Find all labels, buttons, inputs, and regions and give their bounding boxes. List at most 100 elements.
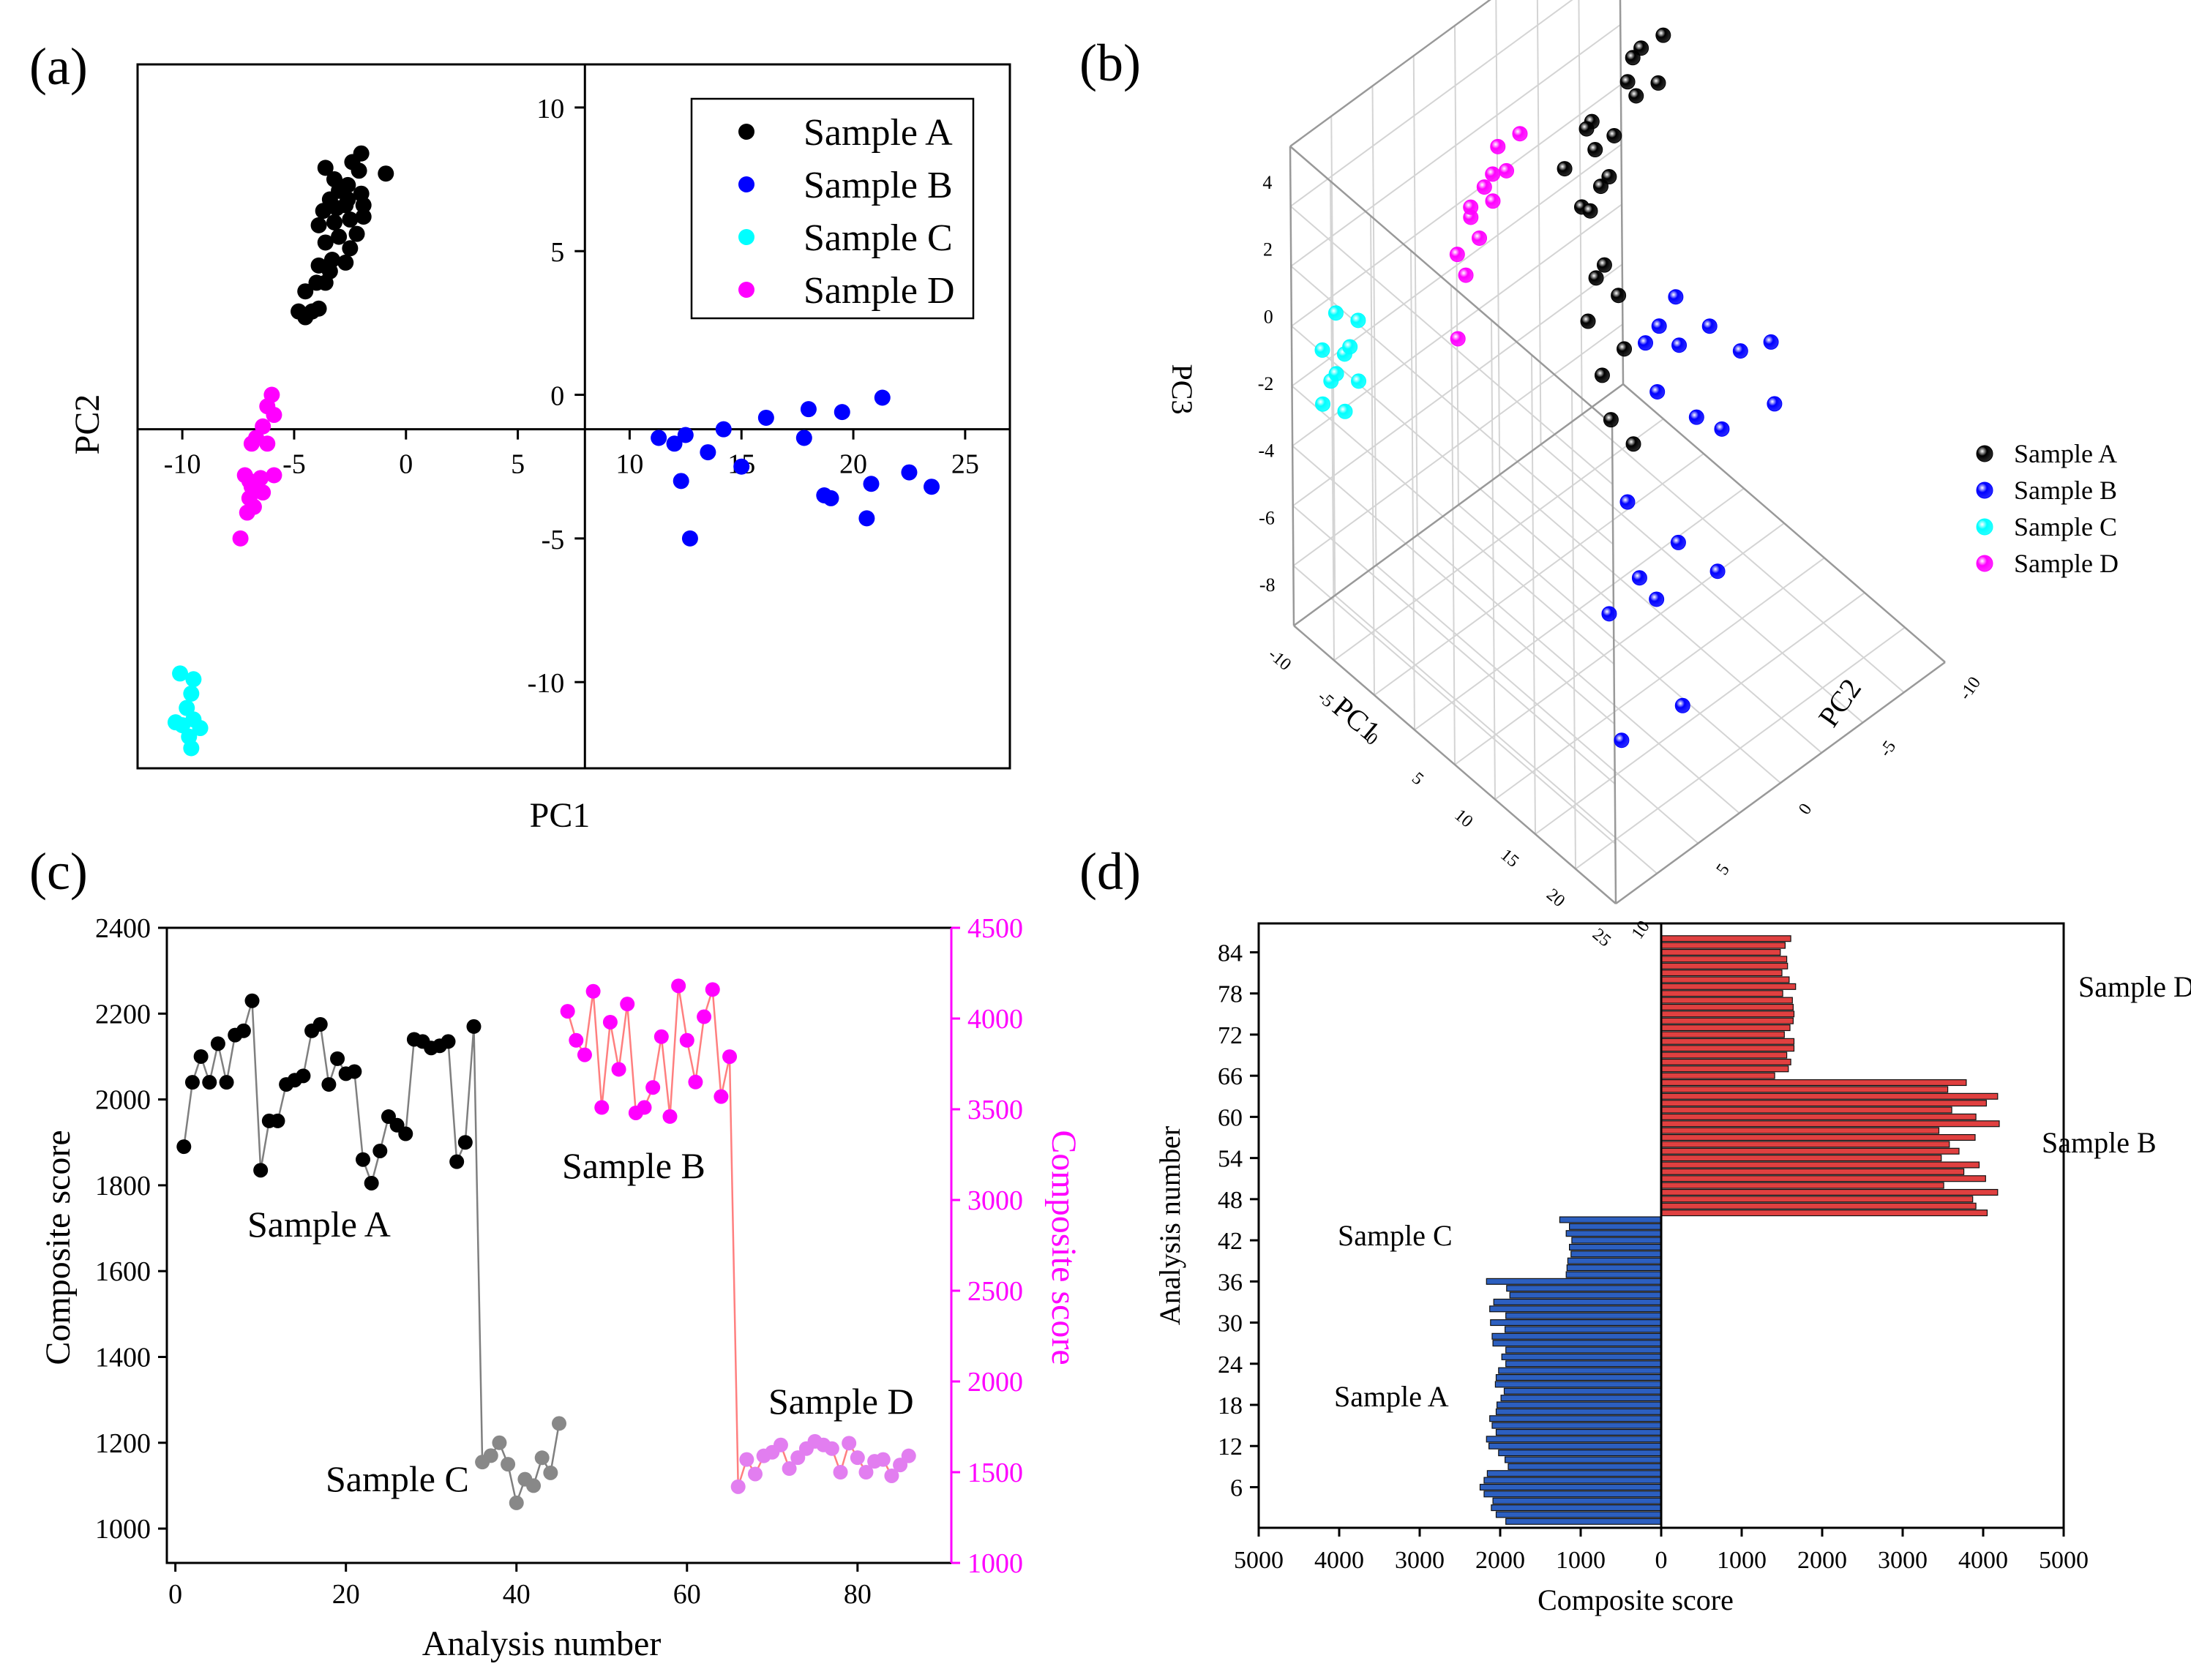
panel-b-point-sample-b	[1668, 289, 1684, 305]
panel-d-bar	[1483, 1477, 1662, 1484]
panel-c-point-sample-b	[611, 1062, 626, 1077]
panel-b-point-sample-b	[1701, 318, 1718, 334]
panel-c-ytick-label: 1000	[95, 1514, 151, 1545]
panel-a-point-sample-b	[834, 404, 850, 421]
panel-c-frame	[165, 926, 953, 1564]
panel-c-point-sample-c	[534, 1450, 550, 1466]
panel-b-point-sample-d	[1476, 179, 1492, 195]
panel-c-point-sample-b	[620, 997, 635, 1012]
panel-b-grid-line	[1450, 285, 1456, 765]
panel-d-ytick-label: 12	[1218, 1433, 1243, 1460]
panel-d-ytick-label: 24	[1218, 1351, 1243, 1379]
panel-a-point-sample-b	[757, 409, 774, 426]
panel-d-bar	[1488, 1442, 1662, 1450]
panel-a-legend-label-sample-b: Sample B	[804, 165, 953, 206]
panel-b-grid-line	[1290, 265, 1614, 545]
panel-d-ytick-label: 72	[1218, 1022, 1243, 1049]
panel-c-point-sample-b	[569, 1032, 584, 1048]
panel-d-bar	[1660, 1141, 1950, 1148]
panel-a-point-sample-b	[733, 458, 750, 475]
panel-b-point-sample-a	[1596, 257, 1612, 273]
panel-b-xtick-label: 10	[1450, 806, 1476, 831]
panel-b-point-sample-b	[1651, 318, 1667, 334]
panel-c-point-sample-d	[730, 1479, 746, 1494]
panel-a-point-sample-a	[310, 300, 327, 317]
panel-a-xtick-label: -5	[282, 449, 306, 480]
panel-a-point-sample-b	[666, 435, 683, 452]
panel-a-legend-marker-sample-c	[738, 229, 754, 245]
panel-d-annotation-sample-d: Sample D	[2078, 970, 2191, 1003]
panel-c-point-sample-a	[210, 1036, 225, 1051]
panel-d-bar	[1660, 1100, 1987, 1107]
panel-c-ytick-label: 1400	[95, 1342, 151, 1373]
panel-d-bar	[1500, 1395, 1662, 1402]
panel-c-point-sample-a	[236, 1023, 251, 1038]
panel-d-bar	[1660, 1031, 1785, 1038]
panel-b-legend-label-sample-c: Sample C	[2014, 512, 2117, 541]
panel-c-ylabel-right: Composite score	[1044, 1130, 1083, 1365]
panel-a-xtick-label: 25	[951, 449, 979, 480]
panel-a-point-sample-b	[681, 530, 698, 547]
panel-b-point-sample-c	[1350, 312, 1366, 329]
panel-a-point-sample-b	[874, 389, 891, 406]
panel-b-ztick-label: 4	[1262, 172, 1272, 193]
panel-d-xtick-label: 4000	[1958, 1547, 2008, 1574]
panel-d-ytick-label: 48	[1218, 1187, 1243, 1214]
panel-c-point-sample-a	[244, 993, 260, 1008]
panel-d-bar	[1660, 1038, 1795, 1045]
panel-c-point-sample-d	[875, 1452, 891, 1467]
panel-b-point-sample-a	[1617, 341, 1633, 357]
panel-a-point-sample-d	[241, 473, 258, 490]
panel-b-grid-line	[1458, 504, 1781, 784]
panel-b-point-sample-a	[1611, 288, 1627, 304]
panel-c-point-sample-d	[901, 1448, 916, 1463]
panel-d-bar	[1660, 1058, 1791, 1065]
panel-c-ytick-label: 2400	[95, 913, 151, 944]
panel-b-point-sample-a	[1582, 203, 1598, 219]
panel-c-xtick-label: 0	[168, 1579, 182, 1610]
panel-a-ylabel: PC2	[68, 394, 107, 455]
panel-b-xtick-label: -10	[1265, 645, 1295, 674]
panel-a-point-sample-a	[348, 225, 365, 242]
panel-d-bar	[1660, 1051, 1788, 1059]
panel-d-bar	[1660, 976, 1790, 983]
panel-d-composite-score-bars: 5000 4000 3000 2000 1000 0 1000 2000 3000 4000 500…	[1153, 922, 2191, 1616]
panel-c-point-sample-b	[637, 1100, 652, 1115]
panel-c-ytick-right-label: 4000	[967, 1004, 1023, 1035]
panel-label-c: (c)	[29, 842, 88, 901]
panel-b-point-sample-b	[1763, 334, 1779, 350]
panel-d-bar	[1660, 1003, 1794, 1010]
panel-b-point-sample-a	[1594, 367, 1610, 383]
panel-c-point-sample-c	[543, 1465, 558, 1480]
panel-c-point-sample-b	[662, 1109, 678, 1124]
panel-b-point-sample-b	[1614, 732, 1630, 749]
panel-b-point-sample-d	[1485, 166, 1501, 182]
panel-b-legend-marker-sample-b	[1976, 481, 1993, 499]
panel-a-ytick-label: 5	[550, 237, 564, 268]
panel-a-xtick-label: -10	[164, 449, 201, 480]
panel-d-ytick-label: 42	[1218, 1228, 1243, 1255]
panel-b-point-sample-d	[1450, 331, 1466, 347]
panel-d-bar	[1660, 1113, 1977, 1120]
panel-d-ytick-label: 36	[1218, 1269, 1243, 1296]
panel-c-annotation-sample-a: Sample A	[247, 1204, 391, 1245]
panel-b-ztick-label: -2	[1258, 373, 1274, 394]
panel-d-bar	[1660, 948, 1781, 956]
panel-d-bar	[1660, 970, 1783, 977]
panel-c-point-sample-a	[219, 1075, 234, 1090]
panel-c-point-sample-b	[645, 1080, 661, 1095]
panel-b-point-sample-c	[1327, 305, 1344, 321]
panel-b-grid-line	[1571, 389, 1576, 869]
panel-c-ytick-right-label: 1500	[967, 1458, 1023, 1488]
panel-b-legend-label-sample-b: Sample B	[2014, 476, 2117, 505]
panel-b-point-sample-b	[1732, 343, 1748, 359]
panel-c-point-sample-b	[560, 1004, 575, 1019]
panel-b-xtick-label: 20	[1543, 885, 1568, 911]
panel-b-grid-line	[1578, 0, 1583, 415]
panel-b-grid-line	[1531, 354, 1536, 835]
panel-d-bar	[1498, 1367, 1662, 1374]
panel-d-bar	[1660, 1120, 2000, 1128]
panel-b-point-sample-b	[1619, 494, 1636, 510]
panel-d-bar	[1489, 1305, 1662, 1313]
